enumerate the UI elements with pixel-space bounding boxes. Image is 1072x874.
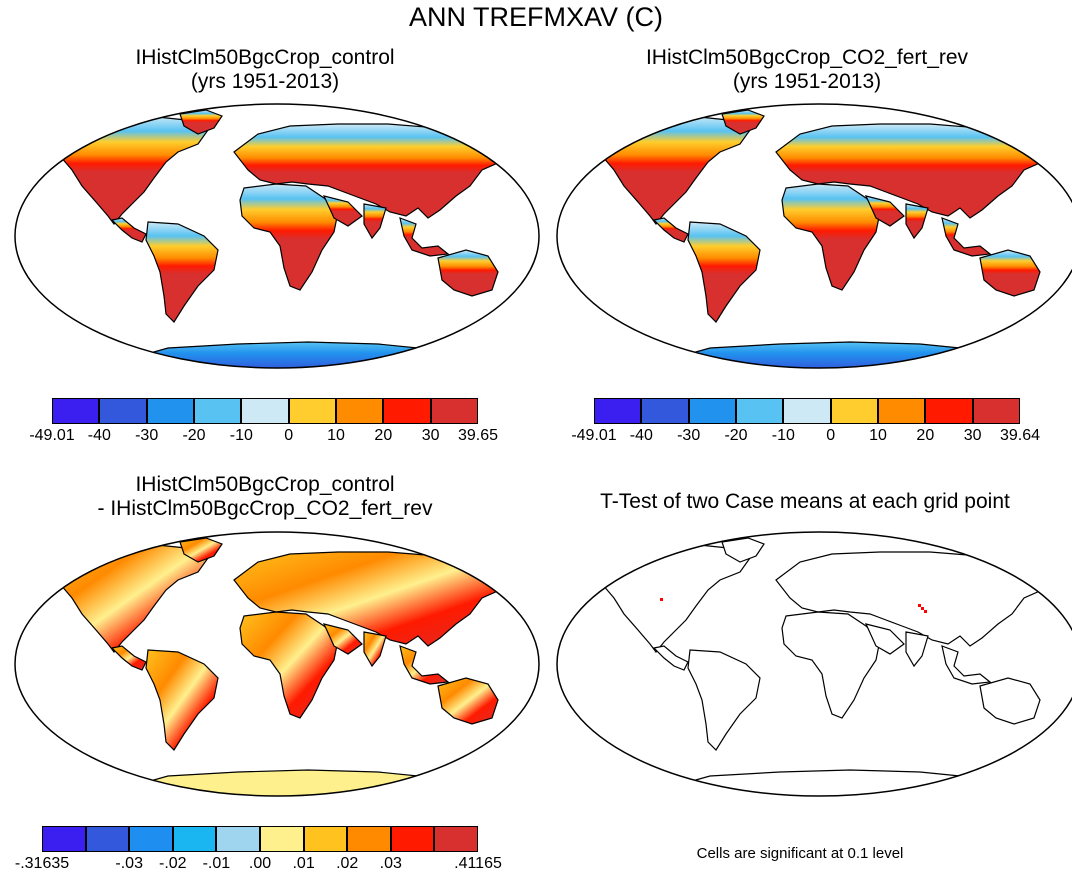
- colorbar-tick-label: 0: [284, 427, 294, 444]
- colorbar-tick-label: 10: [327, 427, 345, 444]
- colorbar-tick-label: -.02: [159, 855, 187, 872]
- colorbar-tick-label: -.01: [202, 855, 231, 872]
- figure-title: ANN TREFMXAV (C): [408, 2, 663, 32]
- panel2-title-line1: IHistClm50BgcCrop_CO2_fert_rev: [645, 46, 969, 69]
- colorbar-tick-label: -30: [677, 427, 701, 444]
- colorbar-swatch: [736, 398, 784, 424]
- colorbar-swatch: [688, 398, 736, 424]
- map-difference: [14, 531, 540, 797]
- colorbar-tick-label: .03: [379, 855, 402, 872]
- colorbar-tick-label: -10: [229, 427, 253, 444]
- colorbar-tick-label: -30: [135, 427, 159, 444]
- colorbar-swatch: [878, 398, 926, 424]
- colorbar-swatch: [172, 826, 217, 852]
- colorbar-tick-label: -49.01: [29, 427, 75, 444]
- colorbar-tick-label: 30: [421, 427, 440, 444]
- colorbar-control: -49.01 -40 -30 -20 -10 0 10 20 30 39.65: [29, 398, 500, 448]
- colorbar-tick-label: 39.65: [457, 427, 499, 444]
- panel3-title: IHistClm50BgcCrop_control - IHistClm50Bg…: [30, 473, 500, 521]
- colorbar-tick-label: 30: [963, 427, 982, 444]
- colorbar-tick-label: .00: [248, 855, 272, 872]
- colorbar-swatch: [42, 826, 86, 852]
- panel4-title-line1: T-Test of two Case means at each grid po…: [600, 490, 1010, 513]
- colorbar-swatch: [241, 398, 289, 424]
- colorbar-swatch: [830, 398, 878, 424]
- panel1-title-line1: IHistClm50BgcCrop_control: [135, 46, 395, 69]
- panel2-title-line2: (yrs 1951-2013): [732, 70, 882, 93]
- colorbar-tick-label: -40: [629, 427, 653, 444]
- colorbar-tick-label: 20: [916, 427, 935, 444]
- colorbar-swatch: [347, 826, 391, 852]
- colorbar-tick-label: -20: [182, 427, 206, 444]
- colorbar-tick-label: -.03: [115, 855, 143, 872]
- significance-note: Cells are significant at 0.1 level: [696, 845, 904, 862]
- colorbar-swatch: [434, 826, 478, 852]
- colorbar-swatch: [99, 398, 147, 424]
- colorbar-swatch: [260, 826, 304, 852]
- colorbar-tick-label: .01: [292, 855, 315, 872]
- map-co2-fert-rev: [556, 103, 1072, 369]
- panel1-title: IHistClm50BgcCrop_control (yrs 1951-2013…: [30, 46, 500, 94]
- colorbar-swatch: [925, 398, 973, 424]
- map-t-test: [556, 531, 1072, 797]
- colorbar-swatch: [194, 398, 242, 424]
- colorbar-swatch: [85, 826, 130, 852]
- colorbar-co2-fert-rev: -49.01 -40 -30 -20 -10 0 10 20 30 39.64: [571, 398, 1042, 448]
- panel3-title-line2: - IHistClm50BgcCrop_CO2_fert_rev: [97, 497, 433, 520]
- colorbar-difference: -.31635 -.03 -.02 -.01 .00 .01 .02 .03 .41165: [15, 826, 502, 874]
- colorbar-swatch: [129, 826, 173, 852]
- colorbar-swatch: [783, 398, 831, 424]
- colorbar-swatch: [641, 398, 689, 424]
- colorbar-swatch: [972, 398, 1020, 424]
- colorbar-swatch: [390, 826, 435, 852]
- colorbar-tick-label: -10: [771, 427, 795, 444]
- colorbar-tick-label: .02: [336, 855, 359, 872]
- colorbar-tick-label: .41165: [454, 855, 502, 872]
- colorbar-tick-label: -20: [724, 427, 748, 444]
- colorbar-tick-label: -40: [87, 427, 111, 444]
- colorbar-tick-label: 20: [374, 427, 393, 444]
- colorbar-swatch: [146, 398, 194, 424]
- map-control: [14, 103, 540, 369]
- colorbar-tick-label: 0: [826, 427, 836, 444]
- colorbar-tick-label: 10: [869, 427, 887, 444]
- colorbar-swatch: [288, 398, 336, 424]
- panel1-title-line2: (yrs 1951-2013): [190, 70, 340, 93]
- colorbar-swatch: [52, 398, 100, 424]
- panel2-title: IHistClm50BgcCrop_CO2_fert_rev (yrs 1951…: [572, 46, 1042, 94]
- colorbar-swatch: [594, 398, 642, 424]
- colorbar-tick-label: -49.01: [571, 427, 617, 444]
- colorbar-tick-label: -.31635: [14, 855, 70, 872]
- colorbar-swatch: [383, 398, 431, 424]
- panel4-title: T-Test of two Case means at each grid po…: [540, 490, 1070, 514]
- colorbar-swatch: [430, 398, 478, 424]
- colorbar-tick-label: 39.64: [999, 427, 1041, 444]
- panel3-title-line1: IHistClm50BgcCrop_control: [135, 473, 395, 496]
- colorbar-swatch: [216, 826, 260, 852]
- colorbar-swatch: [336, 398, 384, 424]
- colorbar-swatch: [303, 826, 348, 852]
